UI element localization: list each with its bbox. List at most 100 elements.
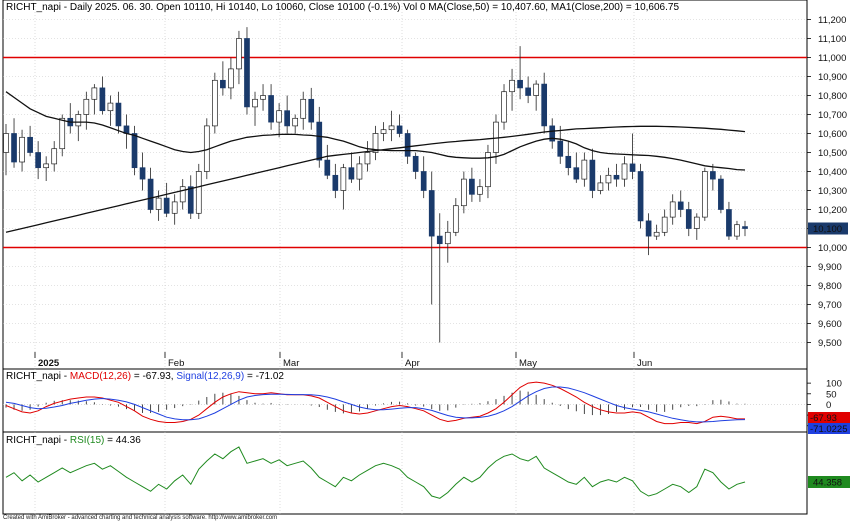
price-axis: 11,200 11,100 11,000 10,900 10,800 10,700 10,6… [807, 15, 848, 349]
candle-body [436, 235, 443, 245]
candle-body [276, 110, 282, 123]
candle-body [605, 174, 612, 184]
candle-body [11, 133, 17, 163]
candle-body [420, 171, 427, 191]
footer-credit: Created with AmiBroker - advanced charti… [3, 515, 277, 521]
candle-body [621, 163, 628, 180]
price-tick-label: 10,400 [818, 167, 847, 178]
candle-body [27, 136, 33, 153]
candle-body [348, 167, 355, 180]
candle-body [549, 125, 556, 142]
candle-body [252, 98, 258, 108]
price-tick-label: 9,600 [818, 319, 842, 330]
date-axis: 2025 Feb Mar Apr May Jun [34, 352, 652, 369]
price-tick-label: 10,800 [818, 91, 847, 102]
candle-body [726, 209, 732, 237]
candle-body [59, 117, 66, 150]
price-tick-label: 11,200 [818, 15, 846, 26]
candlestick-series[interactable] [3, 27, 748, 343]
candle-body [187, 186, 194, 214]
date-tick-label: Mar [283, 358, 299, 369]
candle-body [372, 133, 379, 153]
rsi-line [5, 446, 746, 499]
macd-value-badge-text: -67.93 [810, 413, 837, 424]
rsi-header: RICHT_napi - RSI(15) = 44.36 [6, 435, 141, 446]
candle-body [477, 186, 483, 195]
candle-body [99, 87, 106, 112]
price-header: RICHT_napi - Daily 2025. 06. 30. Open 10… [6, 2, 679, 13]
candle-body [629, 163, 636, 172]
candle-body [147, 178, 154, 210]
candle-body [380, 129, 387, 134]
signal-value-badge [808, 423, 850, 434]
macd-header: RICHT_napi - MACD(12,26) = -67.93, Signa… [6, 371, 284, 382]
macd-header-value: = -67.93, [131, 371, 176, 382]
candle-body [541, 83, 548, 127]
price-tick-label: 9,900 [818, 262, 842, 273]
candle-body [43, 163, 50, 169]
price-tick-label: 10,500 [818, 148, 847, 159]
ma50-line [5, 91, 746, 171]
rsi-value-badge [808, 476, 850, 488]
signal-value-badge-text: -71.0225 [810, 424, 848, 435]
candle-body [163, 197, 170, 214]
price-tick-label: 10,600 [818, 129, 847, 140]
rsi-header-value: = 44.36 [104, 435, 141, 446]
candle-body [501, 91, 507, 123]
candle-body [212, 79, 218, 127]
candle-body [179, 186, 186, 203]
candle-body [557, 140, 564, 157]
date-tick-label: May [519, 358, 537, 369]
price-tick-label: 10,900 [818, 72, 847, 83]
price-tick-label: 11,000 [818, 53, 846, 64]
candle-body [517, 79, 523, 89]
candle-body [533, 83, 539, 96]
price-tick-label: 9,500 [818, 338, 842, 349]
signal-header-label: Signal(12,26,9) [176, 371, 244, 382]
candle-body [131, 133, 138, 169]
price-tick-label: 9,800 [818, 281, 842, 292]
date-tick-label: Jun [637, 358, 652, 369]
candle-body [91, 87, 98, 100]
moving-averages [5, 91, 746, 233]
macd-tick-label: 0 [826, 400, 831, 411]
candle-body [404, 133, 411, 157]
candle-body [75, 114, 82, 127]
candle-body [637, 171, 644, 222]
candle-body [284, 110, 290, 127]
price-tick-label: 10,700 [818, 110, 847, 121]
candle-body [83, 98, 90, 115]
date-tick-label: 2025 [38, 358, 60, 369]
candle-body [677, 201, 684, 210]
candle-body [485, 152, 491, 188]
candle-body [742, 226, 748, 229]
candle-body [701, 171, 708, 218]
candle-body [396, 125, 403, 134]
macd-value-badge [808, 412, 850, 423]
candle-body [292, 117, 299, 127]
candle-body [469, 178, 475, 195]
candle-body [653, 231, 660, 237]
candle-body [461, 178, 467, 207]
candle-body [428, 190, 435, 237]
candle-body [452, 205, 459, 233]
candle-body [734, 224, 740, 237]
price-tick-label: 11,100 [818, 34, 846, 45]
candle-body [685, 209, 692, 229]
candle-body [613, 174, 620, 180]
candle-body [340, 167, 347, 191]
last-price-badge [808, 222, 848, 235]
candle-body [710, 171, 716, 180]
candle-body [573, 167, 580, 180]
candle-body [171, 201, 178, 214]
candle-body [35, 152, 41, 169]
candle-body [565, 155, 572, 169]
macd-line [5, 381, 745, 425]
candle-body [107, 102, 114, 112]
candle-body [3, 133, 9, 153]
candle-body [597, 182, 604, 191]
candle-body [195, 171, 202, 214]
